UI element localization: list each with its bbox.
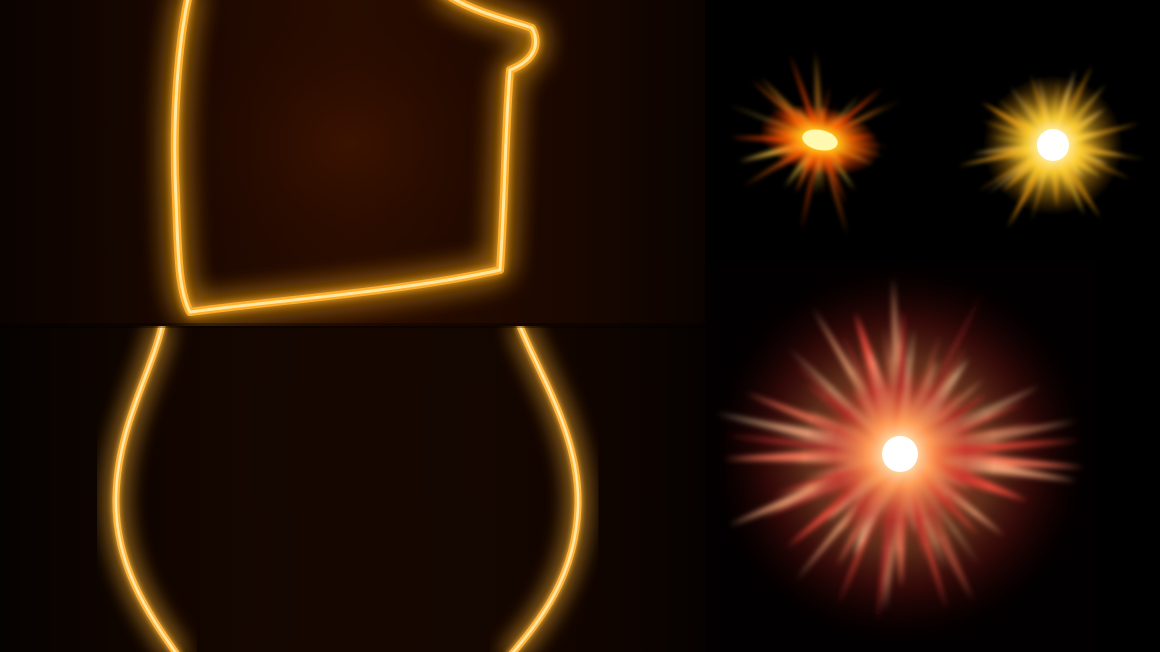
glow-curved-lines	[112, 326, 582, 652]
lens-flare-yellow	[958, 65, 1146, 229]
lens-flare-red	[710, 264, 1090, 644]
lens-flare-orange	[729, 51, 903, 236]
orange-flare-panel	[705, 0, 933, 262]
glow-curves-panel	[0, 326, 705, 652]
yellow-flare-panel	[933, 0, 1160, 262]
black-margin	[1095, 262, 1160, 652]
panel-divider	[0, 323, 705, 328]
glow-square-outline	[160, 0, 540, 320]
red-flare-panel	[705, 262, 1095, 652]
glow-square-panel	[0, 0, 705, 326]
